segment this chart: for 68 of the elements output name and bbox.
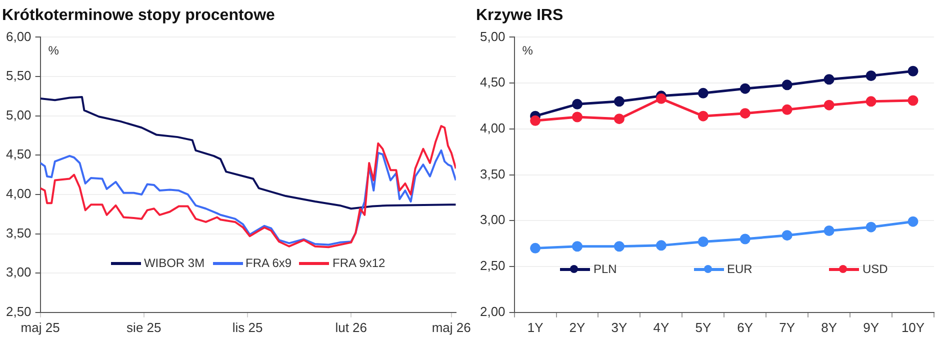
point [656, 93, 666, 104]
legend-label: FRA 6x9 [246, 256, 292, 270]
x-tick-label: 2Y [569, 320, 586, 335]
y-tick-label: 3,50 [480, 166, 506, 182]
point [614, 241, 624, 252]
point [824, 74, 834, 85]
y-tick-label: 2,00 [480, 304, 506, 319]
point [740, 234, 750, 244]
x-tick-label: 7Y [779, 320, 796, 335]
point [530, 115, 541, 126]
point [866, 222, 876, 232]
point [824, 226, 834, 236]
point [866, 70, 876, 81]
chart-title: Krótkoterminowe stopy procentowe [2, 7, 276, 24]
point [740, 108, 750, 119]
point [908, 95, 918, 106]
point [614, 114, 624, 124]
point [614, 96, 624, 107]
legend-label: WIBOR 3M [144, 256, 205, 270]
point [656, 240, 666, 251]
x-tick-label: maj 25 [20, 320, 60, 335]
y-axis-title: % [48, 44, 60, 58]
x-tick-label: 3Y [611, 320, 628, 335]
x-tick-label: sie 25 [126, 320, 162, 335]
point [908, 66, 918, 76]
x-tick-label: lut 26 [335, 320, 368, 335]
y-tick-label: 3,00 [6, 264, 32, 280]
y-tick-label: 4,50 [6, 146, 32, 162]
point [698, 88, 708, 98]
point [572, 112, 583, 122]
legend-label: EUR [726, 262, 752, 276]
y-tick-label: 6,00 [6, 28, 32, 44]
y-tick-label: 3,00 [480, 212, 506, 228]
x-tick-label: 5Y [695, 320, 712, 335]
y-tick-label: 2,50 [480, 258, 506, 274]
y-tick-label: 5,00 [6, 107, 32, 122]
point [572, 98, 583, 110]
x-tick-label: lis 25 [232, 320, 263, 335]
x-tick-label: 1Y [527, 320, 544, 335]
point [740, 83, 750, 94]
x-tick-label: 9Y [863, 320, 880, 335]
y-tick-label: 4,00 [480, 120, 506, 136]
chart-title: Krzywe IRS [476, 7, 564, 24]
point [782, 230, 792, 241]
x-tick-label: maj 26 [432, 320, 471, 335]
y-axis-title: % [522, 44, 534, 58]
y-tick-label: 2,50 [6, 304, 32, 319]
point [782, 104, 792, 115]
point [908, 216, 918, 227]
x-tick-label: 6Y [737, 320, 754, 335]
legend-label: FRA 9x12 [332, 256, 386, 270]
x-tick-label: 4Y [653, 320, 670, 335]
y-tick-label: 4,00 [6, 186, 32, 202]
point [866, 96, 876, 107]
y-tick-label: 5,00 [480, 28, 506, 44]
point [698, 236, 708, 248]
point [698, 110, 708, 122]
legend-label: USD [862, 262, 888, 276]
legend-label: PLN [593, 262, 617, 276]
point [824, 100, 834, 110]
x-tick-label: 10Y [901, 320, 925, 335]
x-tick-label: 8Y [821, 320, 838, 335]
y-tick-label: 3,50 [6, 225, 32, 240]
point [782, 80, 792, 90]
y-tick-label: 4,50 [480, 74, 506, 90]
point [572, 241, 583, 252]
y-tick-label: 5,50 [6, 68, 32, 84]
point [530, 242, 541, 254]
